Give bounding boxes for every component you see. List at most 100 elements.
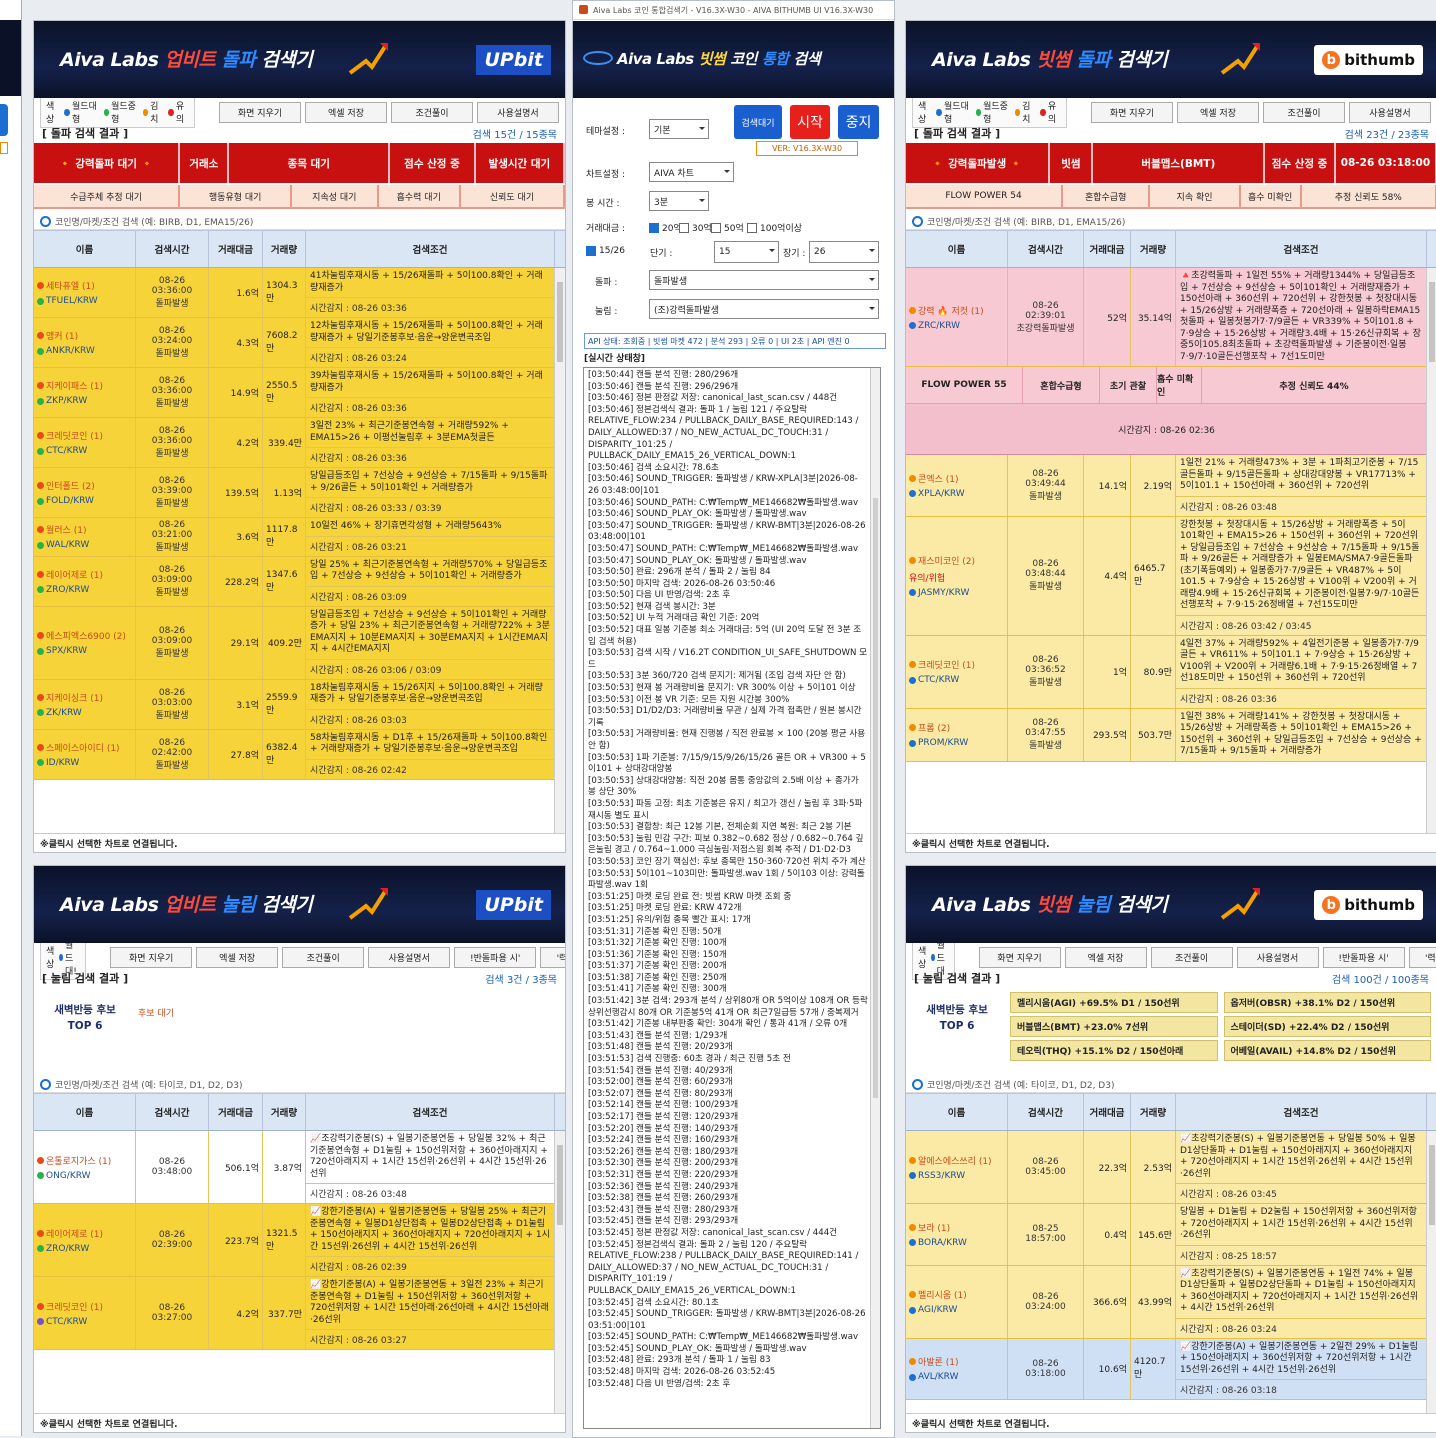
result-row[interactable]: 온톨로지가스 (1) ONG/KRW 08-26 03:48:00 506.1억 3.8… bbox=[34, 1131, 555, 1204]
checkbox[interactable]: 100억이상 bbox=[747, 221, 802, 234]
result-row[interactable]: 세타퓨엘 (1) TFUEL/KRW 08-26 03:36:00 돌파발생 1.6억 1… bbox=[34, 268, 555, 318]
rebound-chip[interactable]: 스테이더(SD) +22.4% D2 / 150선위 bbox=[1223, 1016, 1431, 1037]
search-box[interactable]: 코인명/마켓/조건 검색 (예: BIRB, D1, EMA15/26) bbox=[906, 213, 1436, 230]
toolbar-button[interactable]: 엑셀 저장 bbox=[305, 101, 387, 123]
dropdown[interactable]: (조)강력돌파발생 bbox=[649, 299, 879, 319]
stop-button[interactable]: 중지 bbox=[838, 105, 879, 139]
rebound-chip[interactable]: 테오릭(THQ) +15.1% D2 / 150선아래 bbox=[1010, 1040, 1218, 1061]
rebound-chip[interactable]: 버블맵스(BMT) +23.0% 7선위 bbox=[1010, 1016, 1218, 1037]
column-header: 거래량 bbox=[1131, 1094, 1176, 1130]
detect-time: 시간감지 : 08-26 03:21 bbox=[306, 535, 554, 556]
log-line: [03:52:14] 캔들 분석 진행: 100/293개 bbox=[588, 1100, 739, 1111]
rebound-chip[interactable]: 멜리시움(AGI) +69.5% D1 / 150선위 bbox=[1010, 992, 1218, 1013]
result-row[interactable]: 강력 🔥 저컷 (1) ZRC/KRW 08-26 02:39:01 초강력돌파발생 5… bbox=[906, 268, 1427, 367]
column-header: 검색시간 bbox=[1008, 231, 1084, 267]
toolbar-button[interactable]: 사용설명서 bbox=[1236, 946, 1319, 968]
toolbar-button[interactable]: 조건풀이 bbox=[282, 946, 365, 968]
status-cell: 08-26 03:18:00 bbox=[1336, 143, 1436, 183]
checkbox[interactable]: 15/26 bbox=[586, 246, 625, 256]
toolbar-button[interactable]: 화면 지우기 bbox=[1091, 101, 1173, 123]
condition-cell: 1일전 21% + 거래량473% + 3분 + 1파최고기준봉 + 7/15골… bbox=[1176, 455, 1427, 516]
logo-part: 검색기 bbox=[261, 894, 313, 916]
coin-code-text: RSS3/KRW bbox=[918, 1170, 966, 1181]
search-time: 08-25 18:57:00 bbox=[1025, 1224, 1066, 1245]
column-header: 거래대금 bbox=[1084, 231, 1131, 267]
dropdown[interactable]: 기본 bbox=[649, 119, 709, 139]
toolbar-button[interactable]: '력돌파용 시' bbox=[540, 946, 565, 968]
toolbar-button[interactable]: 엑셀 저장 bbox=[1064, 946, 1147, 968]
coin-code-text: CTC/KRW bbox=[46, 1316, 88, 1327]
toolbar-button[interactable]: !반돌파용 시' bbox=[1322, 946, 1405, 968]
search-box[interactable]: 코인명/마켓/조건 검색 (예: 타이코, D1, D2, D3) bbox=[906, 1076, 1436, 1093]
result-row[interactable]: 프롬 (2) PROM/KRW 08-26 03:47:55 돌파발생 293.5억 50… bbox=[906, 708, 1427, 762]
toolbar-button[interactable]: 사용설명서 bbox=[1349, 101, 1431, 123]
toolbar-button[interactable]: '력돌파용 시' bbox=[1408, 946, 1436, 968]
status: 돌파발생 bbox=[155, 760, 189, 771]
table-header: 이름 검색시간 거래대금 거래량 검색조건 bbox=[906, 230, 1436, 268]
result-row[interactable]: 스페이스아이디 (1) ID/KRW 08-26 02:42:00 돌파발생 27.8억… bbox=[34, 729, 555, 780]
toolbar-button[interactable]: 조건풀이 bbox=[1150, 946, 1233, 968]
toolbar-button[interactable]: 사용설명서 bbox=[477, 101, 559, 123]
status-row: 🔸 강력돌파발생 🔸 빗썸 버블맵스(BMT) 점수 산정 중 08-26 03:18:… bbox=[906, 143, 1436, 183]
log-line: [03:51:41] 기준봉 확인 진행: 300개 bbox=[588, 984, 727, 995]
checkbox-label: 20억 bbox=[662, 224, 682, 234]
rebound-chip[interactable]: 옵저버(OBSR) +38.1% D2 / 150선위 bbox=[1223, 992, 1431, 1013]
result-row[interactable]: 재스미코인 (2) 유의/위험 JASMY/KRW 08-26 03:48:44 돌파발… bbox=[906, 516, 1427, 636]
result-row[interactable]: 아발론 (1) AVL/KRW 08-26 03:18:00 10.6억 4120.7만… bbox=[906, 1338, 1427, 1400]
result-row[interactable]: 레이어제로 (1) ZRO/KRW 08-26 03:09:00 돌파발생 228.2억… bbox=[34, 556, 555, 607]
result-row[interactable]: 크레딧코인 (1) CTC/KRW 08-26 03:36:00 돌파발생 4.2억 33… bbox=[34, 418, 555, 468]
spin-box[interactable]: 26 bbox=[809, 241, 879, 263]
result-row[interactable]: 알에스에스쓰리 (1) RSS3/KRW 08-26 03:45:00 22.3억 2.… bbox=[906, 1131, 1427, 1204]
start-button[interactable]: 시작 bbox=[790, 105, 830, 139]
result-row[interactable]: 레이어제로 (1) ZRO/KRW 08-26 02:39:00 223.7억 1321… bbox=[34, 1204, 555, 1277]
toolbar-button[interactable]: 화면 지우기 bbox=[110, 946, 193, 968]
result-row[interactable]: 인터폴드 (2) FOLD/KRW 08-26 03:39:00 돌파발생 139.5억… bbox=[34, 468, 555, 518]
toolbar-button[interactable]: 엑셀 저장 bbox=[1177, 101, 1259, 123]
button[interactable] bbox=[0, 104, 8, 136]
spin-box[interactable]: 15 bbox=[714, 241, 779, 263]
volume-cell: 7608.2만 bbox=[263, 318, 306, 367]
column-header: 검색조건 bbox=[306, 231, 555, 267]
time-cell: 08-25 18:57:00 bbox=[1008, 1204, 1084, 1265]
search-wait-button[interactable]: 검색대기 bbox=[734, 105, 782, 139]
search-box[interactable]: 코인명/마켓/조건 검색 (예: BIRB, D1, EMA15/26) bbox=[34, 213, 565, 230]
search-time: 08-26 03:48:44 bbox=[1025, 559, 1066, 579]
result-row[interactable]: 보라 (1) BORA/KRW 08-25 18:57:00 0.4억 145.6만 당일… bbox=[906, 1204, 1427, 1266]
result-row[interactable]: 월러스 (1) WAL/KRW 08-26 03:21:00 돌파발생 3.6억 1117… bbox=[34, 518, 555, 557]
search-box[interactable]: 코인명/마켓/조건 검색 (예: 타이코, D1, D2, D3) bbox=[34, 1076, 565, 1093]
rebound-chip[interactable]: 어베일(AVAIL) +14.8% D2 / 150선위 bbox=[1223, 1040, 1431, 1061]
background-window bbox=[0, 0, 22, 1436]
column-header: 이름 bbox=[34, 1094, 136, 1130]
result-row[interactable]: 지케이패스 (1) ZKP/KRW 08-26 03:36:00 돌파발생 14.9억 2… bbox=[34, 368, 555, 418]
panel-header: Aiva Labs 업비트 눌림 검색기 UPbit bbox=[34, 866, 565, 943]
toolbar-button[interactable]: 조건풀이 bbox=[1263, 101, 1345, 123]
toolbar-button[interactable]: 사용설명서 bbox=[368, 946, 451, 968]
result-row[interactable]: 크레딧코인 (1) CTC/KRW 08-26 03:36:52 돌파발생 1억 80.9… bbox=[906, 635, 1427, 709]
coin-name-text: 아발론 (1) bbox=[918, 1358, 959, 1369]
dropdown[interactable]: AIVA 차트 bbox=[649, 162, 734, 182]
coin-code-text: ZK/KRW bbox=[46, 707, 82, 718]
logo-part: Aiva Labs bbox=[932, 49, 1031, 71]
checkbox[interactable]: 20억 bbox=[649, 221, 682, 234]
result-row[interactable]: 콘엑스 (1) XPLA/KRW 08-26 03:49:44 돌파발생 14.1억 2.… bbox=[906, 455, 1427, 517]
toolbar-button[interactable]: 엑셀 저장 bbox=[196, 946, 279, 968]
legend-text: 월드대! bbox=[65, 940, 77, 977]
checkbox[interactable]: 50억 bbox=[711, 221, 744, 234]
name-cell: 지케이싱크 (1) ZK/KRW bbox=[34, 679, 136, 729]
toolbar-button[interactable]: 화면 지우기 bbox=[219, 101, 301, 123]
toolbar-button[interactable]: 조건풀이 bbox=[391, 101, 473, 123]
toolbar-button[interactable]: 화면 지우기 bbox=[978, 946, 1061, 968]
toolbar-button[interactable]: !반돌파용 시' bbox=[454, 946, 537, 968]
status: 돌파발생 bbox=[155, 399, 189, 409]
result-row[interactable]: 멜리시움 (1) AGI/KRW 08-26 03:24:00 366.6억 43.99… bbox=[906, 1265, 1427, 1339]
logo-part: 업비트 bbox=[164, 894, 216, 916]
result-row[interactable]: 앵커 (1) ANKR/KRW 08-26 03:24:00 돌파발생 4.3억 7608… bbox=[34, 318, 555, 368]
dropdown[interactable]: 3분 bbox=[649, 191, 709, 211]
dropdown[interactable]: 돌파발생 bbox=[649, 270, 879, 290]
result-row[interactable]: 지케이싱크 (1) ZK/KRW 08-26 03:03:00 돌파발생 3.1억 255… bbox=[34, 679, 555, 730]
result-row[interactable]: 크레딧코인 (1) CTC/KRW 08-26 03:27:00 4.2억 337.7만… bbox=[34, 1277, 555, 1350]
result-row[interactable]: 에스피엑스6900 (2) SPX/KRW 08-26 03:09:00 돌파발생 29… bbox=[34, 606, 555, 680]
coin-code: SPX/KRW bbox=[37, 646, 132, 656]
conditions: 당일급등조입 + 7선상승 + 9선상승 + 7/15돌파 + 9/15돌파 +… bbox=[310, 471, 548, 493]
checkbox[interactable]: 30억 bbox=[679, 221, 712, 234]
